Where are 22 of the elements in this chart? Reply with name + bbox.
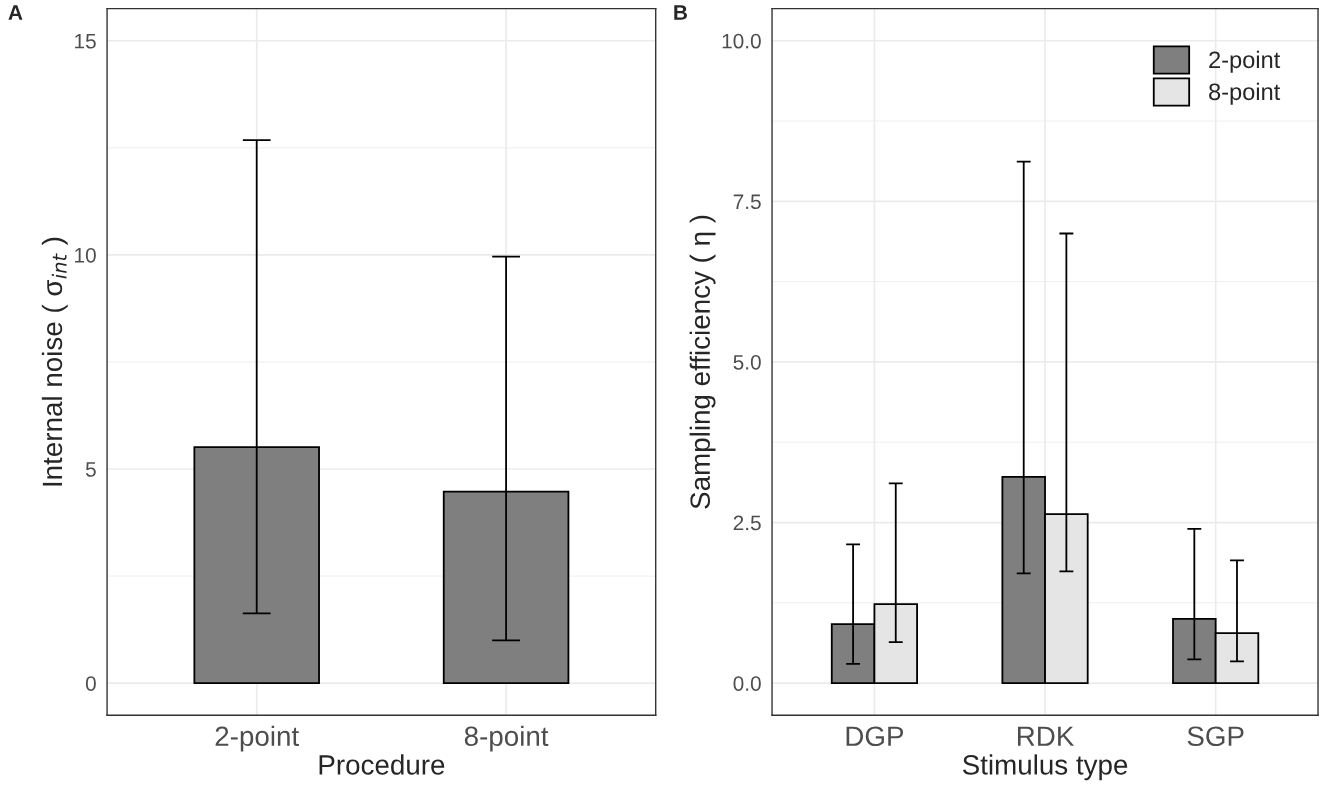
legend-label: 2-point	[1209, 50, 1281, 73]
y-tick-label: 15	[75, 33, 96, 49]
x-axis-title: Stimulus type	[962, 754, 1128, 781]
x-tick-label: 2-point	[215, 725, 299, 752]
y-tick-label: 7.5	[733, 194, 761, 210]
y-tick-label: 0.0	[733, 676, 761, 691]
y-tick-label: 10.0	[722, 33, 761, 49]
x-tick-label: DGP	[846, 726, 904, 747]
chart-title: B	[674, 5, 687, 20]
y-axis-title: Internal noise ( σ$_{int}$ )	[41, 237, 68, 486]
x-axis-title: Procedure	[319, 754, 445, 775]
legend-label: 8-point	[1209, 82, 1281, 105]
x-tick-label: RDK	[1017, 726, 1075, 746]
y-tick-label: 2.5	[733, 515, 761, 531]
y-tick-label: 10	[75, 247, 96, 263]
y-tick-label: 0	[85, 676, 96, 691]
x-tick-label: SGP	[1187, 726, 1244, 747]
y-tick-label: 5.0	[733, 354, 761, 370]
y-axis-title: Sampling efficiency ( η )	[689, 215, 716, 509]
x-tick-label: 8-point	[464, 725, 549, 752]
y-tick-label: 5	[85, 462, 96, 477]
chart-title: A	[8, 5, 23, 20]
